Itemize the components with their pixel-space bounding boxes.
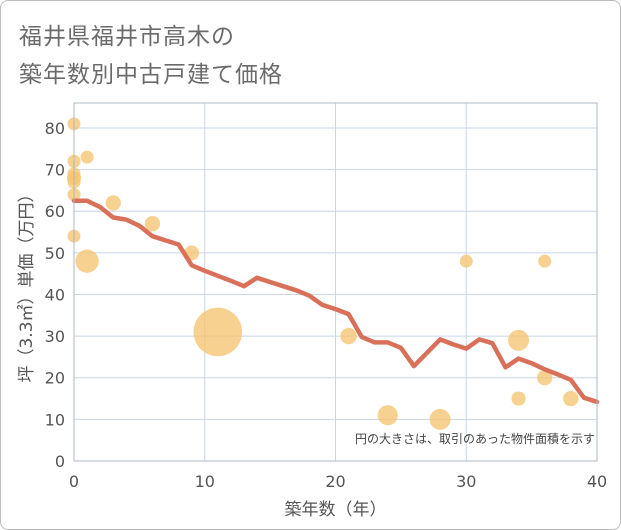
bubble-point-8 — [75, 249, 99, 273]
y-axis-label: 坪（3.3㎡）単価（万円） — [17, 185, 37, 382]
chart-title-line-1: 福井県福井市高木の — [19, 24, 235, 50]
bubble-point-18 — [511, 391, 526, 406]
bubble-point-13 — [340, 327, 357, 345]
y-tick-label-50: 50 — [45, 244, 65, 263]
x-axis-ticks: 0 10 20 30 40 — [69, 472, 607, 491]
bubble-point-7 — [80, 150, 94, 164]
bubble-series — [66, 117, 579, 430]
bubble-point-10 — [144, 216, 161, 232]
bubble-point-17 — [508, 329, 530, 351]
grid-lines — [74, 103, 597, 461]
y-tick-label-40: 40 — [45, 285, 65, 304]
bubble-point-14 — [377, 405, 398, 426]
bubble-size-note: 円の大きさは、取引のあった物件面積を示す — [355, 431, 595, 446]
bubble-point-9 — [105, 195, 121, 211]
bubble-point-12 — [193, 307, 243, 357]
y-tick-label-20: 20 — [45, 369, 65, 388]
bubble-point-15 — [429, 408, 451, 430]
x-tick-label-40: 40 — [587, 472, 607, 491]
x-tick-label-20: 20 — [325, 472, 345, 491]
chart-title-line-2: 築年数別中古戸建て価格 — [19, 62, 283, 88]
average-line-series — [71, 198, 600, 405]
y-tick-label-30: 30 — [45, 327, 65, 346]
x-tick-label-10: 10 — [195, 472, 215, 491]
y-tick-label-0: 0 — [55, 452, 65, 471]
average-line — [71, 198, 600, 405]
bubble-point-21 — [563, 390, 579, 407]
y-tick-label-10: 10 — [45, 410, 65, 429]
bubble-point-19 — [538, 254, 552, 268]
x-axis-label: 築年数（年） — [285, 500, 387, 520]
y-tick-label-60: 60 — [45, 202, 65, 221]
x-tick-label-30: 30 — [456, 472, 476, 491]
y-tick-label-70: 70 — [45, 161, 65, 180]
bubble-point-16 — [459, 254, 473, 268]
x-tick-label-0: 0 — [69, 472, 79, 491]
plot-border — [73, 102, 598, 462]
y-tick-label-80: 80 — [45, 119, 65, 138]
y-axis-ticks: 0 10 20 30 40 50 60 70 80 — [45, 119, 65, 471]
bubble-point-20 — [537, 370, 553, 386]
